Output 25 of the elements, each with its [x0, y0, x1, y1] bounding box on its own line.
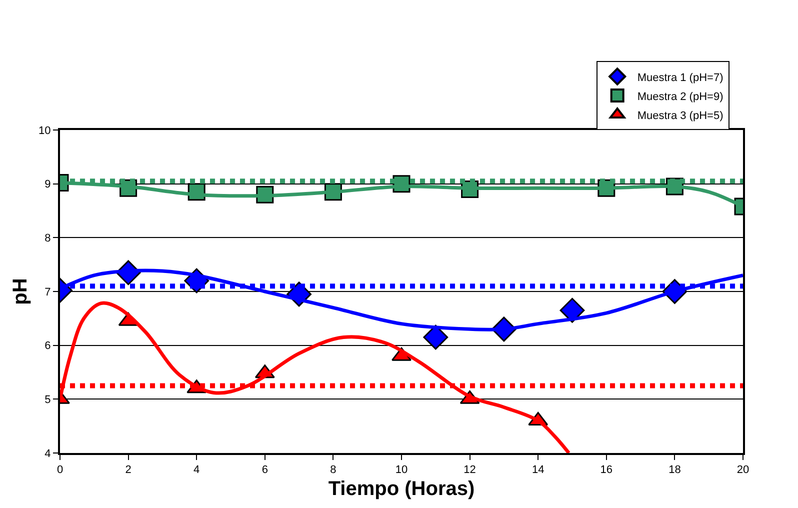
legend-label: Muestra 3 (pH=5)	[637, 110, 724, 122]
x-tick-label: 2	[125, 464, 132, 476]
x-tick-label: 20	[736, 464, 750, 476]
x-tick-label: 6	[262, 464, 268, 476]
y-tick-label: 8	[44, 232, 51, 245]
x-tick-label: 4	[194, 464, 200, 476]
legend-label: Muestra 2 (pH=9)	[637, 90, 724, 103]
x-tick-label: 18	[668, 464, 681, 476]
legend-label: Muestra 1 (pH=7)	[637, 72, 724, 84]
x-tick-label: 14	[532, 464, 544, 476]
point	[423, 324, 448, 350]
x-tick-label: 16	[600, 464, 613, 476]
y-tick-label: 7	[44, 286, 51, 298]
y-tick-label: 10	[38, 124, 51, 137]
y-tick-label: 9	[44, 178, 51, 191]
x-tick-label: 0	[56, 464, 64, 476]
x-axis-title: Tiempo (Horas)	[328, 478, 475, 500]
point	[560, 298, 585, 323]
y-axis-title: pH	[10, 278, 32, 305]
x-tick-label: 10	[395, 464, 408, 476]
y-tick-label: 4	[44, 448, 51, 460]
x-tick-label: 8	[330, 464, 336, 476]
y-tick-label: 6	[44, 340, 51, 352]
x-tick-label: 12	[464, 464, 476, 476]
y-tick-label: 5	[44, 394, 51, 406]
